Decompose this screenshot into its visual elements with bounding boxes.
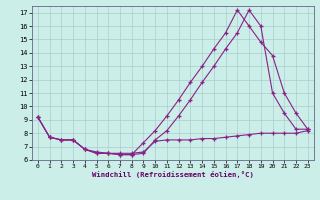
X-axis label: Windchill (Refroidissement éolien,°C): Windchill (Refroidissement éolien,°C)	[92, 171, 254, 178]
